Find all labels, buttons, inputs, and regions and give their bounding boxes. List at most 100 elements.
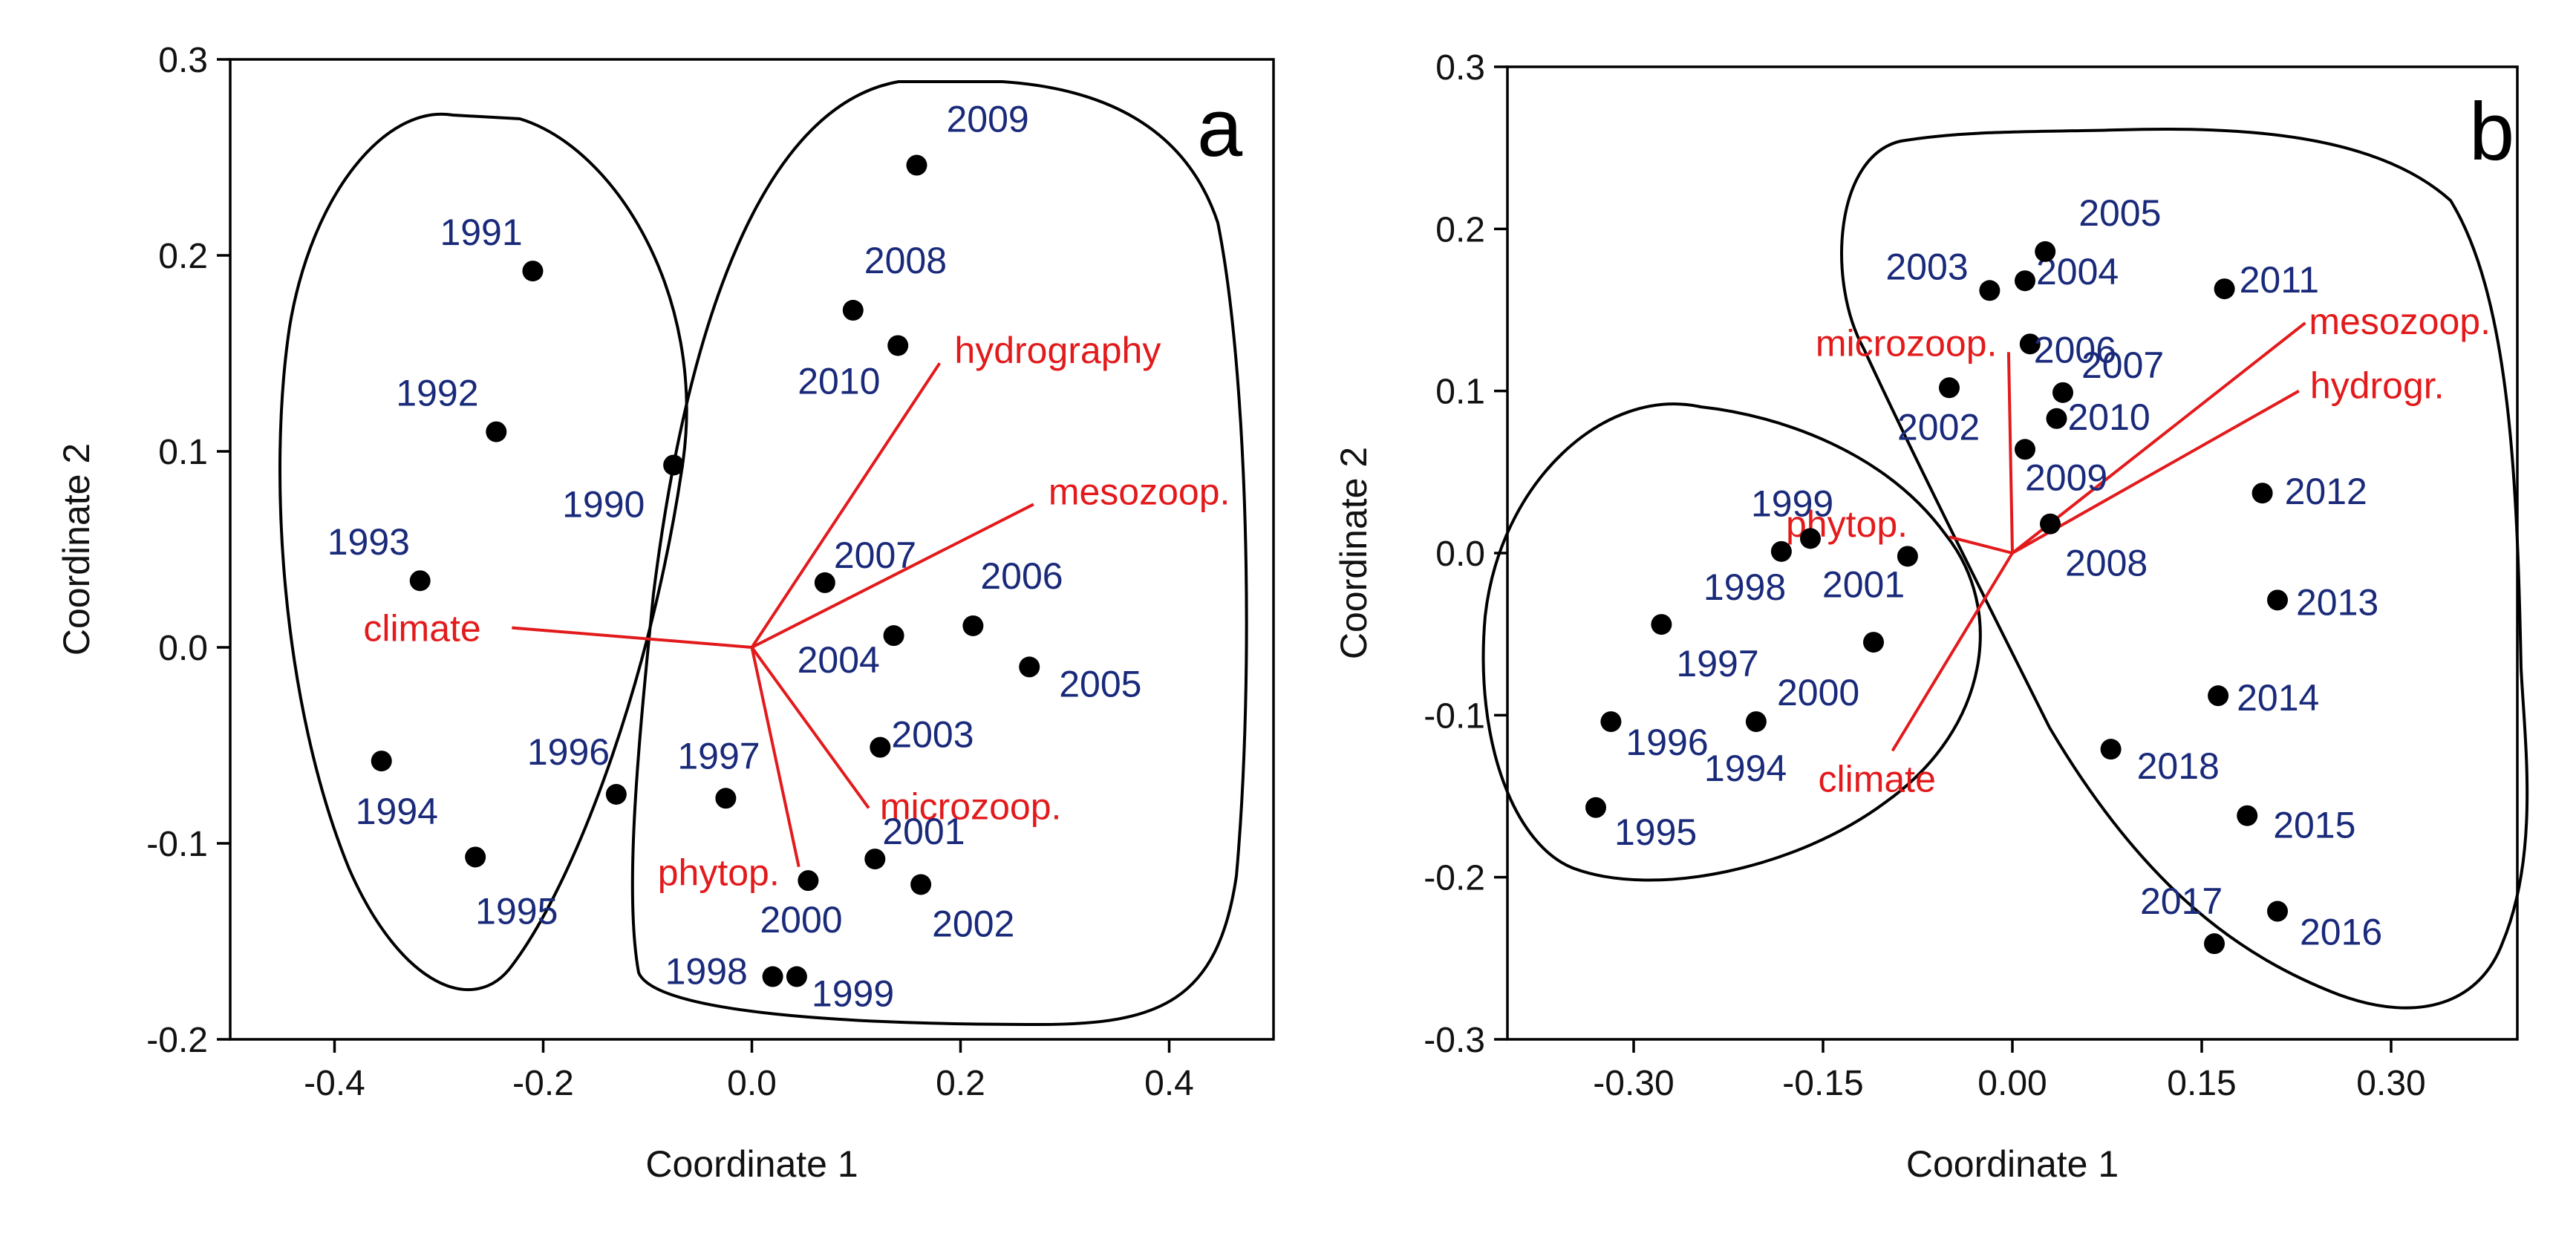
panel-a-point-label: 2007 xyxy=(834,535,916,576)
panel-a-point xyxy=(715,788,737,809)
panel-b-y-tick-label: 0.2 xyxy=(1435,210,1485,249)
panel-b-point xyxy=(2019,333,2041,355)
panel-b-vector-line xyxy=(1891,552,2014,752)
panel-b-point xyxy=(2015,439,2035,460)
panel-b-point-label: 2017 xyxy=(2140,880,2223,922)
panel-b-point-label: 1996 xyxy=(1626,722,1708,763)
panel-a-x-tick-label: 0.0 xyxy=(727,1064,777,1103)
panel-b: climatemicrozoop.phytop.mesozoop.hydrogr… xyxy=(1333,48,2529,1185)
panel-a-y-tick-label: 0.2 xyxy=(158,237,208,276)
panel-a-point xyxy=(842,299,864,321)
panel-b-point-label: 2003 xyxy=(1885,246,1968,287)
panel-a-point-label: 1993 xyxy=(327,521,410,563)
panel-b-vector-label: climate xyxy=(1819,758,1936,800)
panel-b-hull-left xyxy=(1481,402,1982,882)
panel-a-y-tick-label: 0.1 xyxy=(158,433,208,472)
panel-a-point-label: 1992 xyxy=(396,373,478,414)
panel-b-point xyxy=(2100,739,2122,760)
panel-b-y-tick-label: 0.3 xyxy=(1435,48,1485,88)
panel-b-point xyxy=(2046,408,2067,429)
panel-a-point-label: 2009 xyxy=(946,99,1028,140)
panel-a-point-label: 2008 xyxy=(864,240,947,281)
panel-a-vector-label: climate xyxy=(363,608,480,650)
panel-a-axes: -0.4 -0.2 0.0 0.2 0.4 -0.2 -0.1 0.0 0.1 0.2 0.3 Coo… xyxy=(56,41,1275,1185)
panel-b-point xyxy=(2251,483,2273,504)
panel-b-vector-label: microzoop. xyxy=(1816,322,1998,364)
panel-b-point-label: 2007 xyxy=(2081,344,2164,386)
panel-b-point-label: 2013 xyxy=(2296,581,2378,623)
panel-a-point xyxy=(762,966,783,987)
panel-b-point-label: 2005 xyxy=(2078,192,2161,234)
panel-b-vector-label: hydrogr. xyxy=(2310,365,2445,407)
panel-a-point-label: 2006 xyxy=(980,555,1063,597)
panel-b-point xyxy=(1939,377,1960,399)
panel-b-point-label: 2010 xyxy=(2068,396,2151,438)
panel-a-hull-left xyxy=(278,112,688,992)
panel-b-point-label: 2015 xyxy=(2273,805,2355,846)
panel-a-vector-line xyxy=(750,646,870,809)
panel-a-point-label: 1994 xyxy=(356,791,438,832)
panel-b-point xyxy=(1745,711,1767,733)
panel-a-point xyxy=(465,846,486,868)
panel-b-point-label: 1994 xyxy=(1704,748,1787,789)
panel-a-point xyxy=(864,849,886,870)
panel-a-x-tick-label: 0.2 xyxy=(936,1064,985,1103)
panel-a-x-tick-label: 0.4 xyxy=(1144,1064,1194,1103)
panel-a-vector-label: phytop. xyxy=(658,852,780,894)
panel-b-x-tick-label: 0.00 xyxy=(1977,1064,2047,1103)
panel-a-point-label: 2002 xyxy=(932,903,1014,944)
panel-b-point-label: 2011 xyxy=(2240,259,2320,301)
panel-b-x-axis-label: Coordinate 1 xyxy=(1906,1143,2119,1185)
panel-b-point-label: 1995 xyxy=(1614,811,1697,853)
panel-b-point xyxy=(2267,589,2288,611)
panel-a-point-label: 2010 xyxy=(798,360,880,402)
panel-b-point xyxy=(2040,513,2061,535)
panel-a-point xyxy=(883,625,904,647)
panel-a-x-tick-label: -0.2 xyxy=(512,1064,574,1103)
panel-b-point xyxy=(2214,278,2235,300)
panel-b-point-label: 2016 xyxy=(2300,912,2382,953)
panel-b-vector-line xyxy=(1949,535,2013,555)
panel-a-point-label: 1999 xyxy=(812,973,894,1015)
panel-a-point-label: 2004 xyxy=(798,639,880,681)
panel-b-vector-label: mesozoop. xyxy=(2309,301,2491,342)
panel-a-vectors: climate hydrography mesozoop. microzoop. phy… xyxy=(363,330,1230,893)
panel-a-point xyxy=(870,736,891,758)
panel-b-group-hulls xyxy=(1481,127,2529,1010)
panel-a-y-tick-label: 0.0 xyxy=(158,629,208,668)
panel-b-point-label: 2012 xyxy=(2285,471,2367,512)
panel-a-point xyxy=(486,421,507,442)
panel-b-point xyxy=(1770,540,1792,562)
panel-a-point-label: 1991 xyxy=(440,212,522,253)
panel-a-point xyxy=(798,870,819,892)
panel-b-point xyxy=(2052,382,2073,403)
panel-a-point-label: 1996 xyxy=(527,731,610,773)
panel-a-point xyxy=(409,570,431,592)
panel-b-point xyxy=(2237,805,2258,826)
panel-a-point-label: 2005 xyxy=(1059,663,1141,705)
panel-b-point xyxy=(2035,241,2056,262)
panel-b-y-tick-label: 0.1 xyxy=(1435,373,1485,412)
panel-b-point-label: 2018 xyxy=(2137,745,2220,787)
panel-b-point-label: 2014 xyxy=(2237,677,2319,719)
panel-a-point xyxy=(1019,656,1040,678)
panel-a-y-tick-label: -0.1 xyxy=(146,825,208,864)
panel-a-point-label: 2000 xyxy=(760,899,842,941)
panel-a-point xyxy=(663,454,685,476)
panel-a-point-label: 2001 xyxy=(882,811,965,852)
panel-b-point xyxy=(1863,632,1884,653)
panel-a-point xyxy=(887,335,909,356)
panel-a-vector-label: mesozoop. xyxy=(1049,471,1230,512)
panel-b-point-label: 2009 xyxy=(2025,457,2107,498)
panel-b-point-label: 2002 xyxy=(1897,406,1980,448)
panel-a-point-label: 1995 xyxy=(475,890,558,932)
panel-b-hull-right xyxy=(1840,127,2529,1010)
panel-b-point-label: 1998 xyxy=(1703,566,1786,608)
panel-a-point xyxy=(906,154,927,176)
panel-a-point xyxy=(371,751,392,772)
panel-b-point xyxy=(1651,614,1672,635)
panel-b-point xyxy=(1979,280,2001,301)
panel-a-group-hulls xyxy=(278,80,1248,1027)
